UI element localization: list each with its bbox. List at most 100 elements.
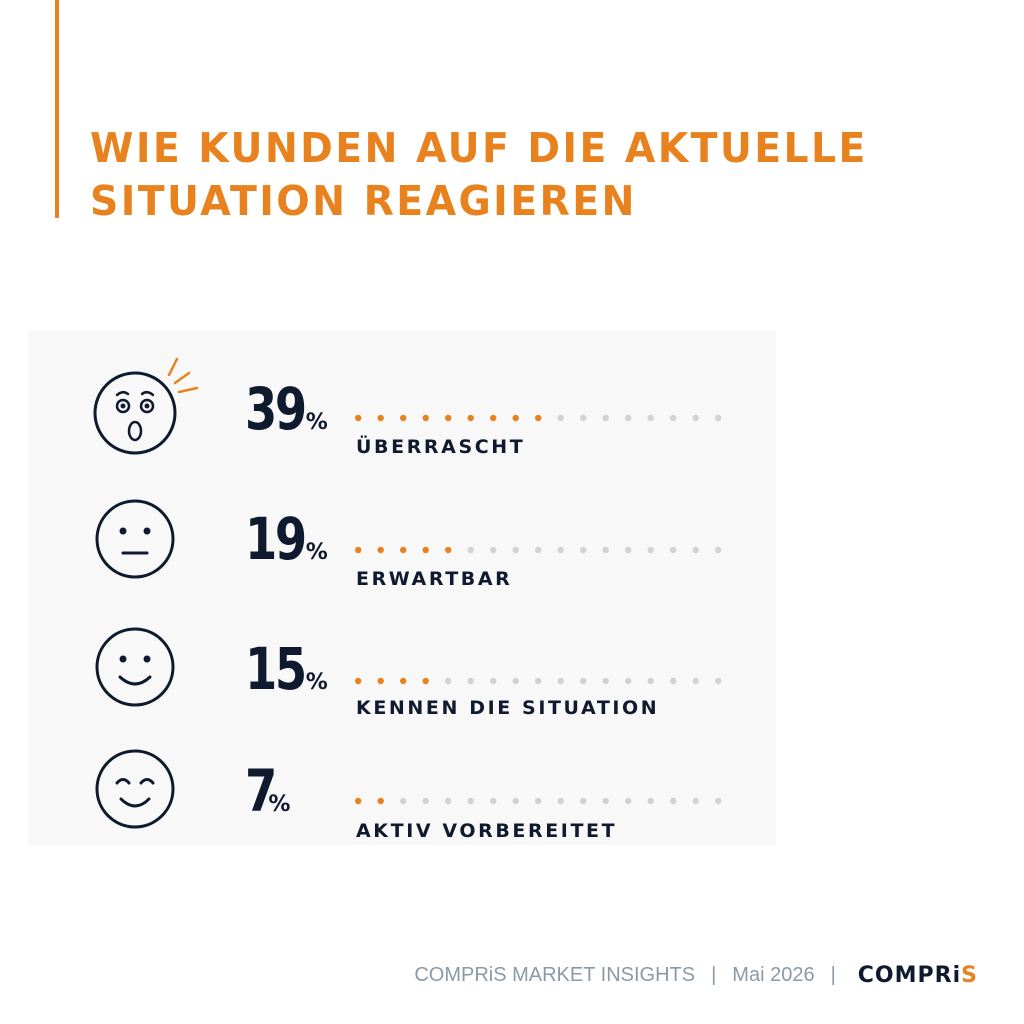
empty-dot: [557, 677, 564, 685]
dot-bar: [354, 413, 722, 423]
value-number: 15: [245, 635, 307, 703]
empty-dot: [490, 677, 497, 685]
empty-dot: [692, 677, 699, 685]
footer: COMPRiS MARKET INSIGHTS | Mai 2026 | COM…: [414, 957, 978, 993]
value-label: 39%: [245, 380, 328, 438]
empty-dot: [445, 797, 452, 805]
empty-dot: [625, 797, 632, 805]
empty-dot: [400, 797, 407, 805]
dot-bar-svg: [355, 546, 722, 554]
empty-dot: [535, 546, 542, 554]
logo-accent-letter: S: [961, 962, 978, 988]
empty-dot: [647, 797, 654, 805]
empty-dot: [625, 414, 632, 422]
filled-dot: [377, 546, 384, 554]
page-title: WIE KUNDEN AUF DIE AKTUELLE SITUATION RE…: [90, 122, 868, 228]
empty-dot: [715, 677, 722, 685]
empty-dot: [670, 677, 677, 685]
filled-dot: [400, 414, 407, 422]
value-label: 19%: [245, 510, 328, 568]
percent-sign: %: [305, 670, 328, 695]
footer-separator: |: [711, 963, 717, 986]
filled-dot: [422, 546, 429, 554]
filled-dot: [355, 797, 362, 805]
logo-text: COMPRi: [857, 962, 962, 988]
footer-separator: |: [830, 963, 836, 986]
empty-dot: [692, 797, 699, 805]
footer-date: Mai 2026: [732, 963, 815, 986]
filled-dot: [400, 677, 407, 685]
title-line-1: WIE KUNDEN AUF DIE AKTUELLE: [90, 124, 868, 172]
category-label: ÜBERRASCHT: [356, 436, 526, 458]
empty-dot: [580, 414, 587, 422]
empty-dot: [422, 797, 429, 805]
empty-dot: [467, 546, 474, 554]
dot-bar-svg: [355, 414, 722, 422]
empty-dot: [490, 546, 497, 554]
filled-dot: [400, 546, 407, 554]
accent-bar: [55, 0, 59, 218]
content-face-icon: [93, 747, 177, 831]
filled-dot: [377, 677, 384, 685]
empty-dot: [445, 677, 452, 685]
percent-sign: %: [268, 792, 291, 817]
filled-dot: [377, 797, 384, 805]
footer-publication: COMPRiS MARKET INSIGHTS: [414, 963, 696, 986]
empty-dot: [715, 797, 722, 805]
empty-dot: [512, 546, 519, 554]
title-line-2: SITUATION REAGIEREN: [90, 177, 637, 225]
empty-dot: [647, 677, 654, 685]
empty-dot: [467, 797, 474, 805]
surprised-face-icon: [93, 357, 199, 455]
value-label: 7%: [245, 762, 290, 820]
empty-dot: [602, 677, 609, 685]
smiling-face-icon: [93, 625, 177, 709]
value-label: 15%: [245, 640, 328, 698]
neutral-face-icon: [93, 497, 177, 581]
filled-dot: [355, 677, 362, 685]
filled-dot: [422, 677, 429, 685]
empty-dot: [670, 797, 677, 805]
empty-dot: [512, 677, 519, 685]
filled-dot: [377, 414, 384, 422]
empty-dot: [602, 546, 609, 554]
empty-dot: [512, 797, 519, 805]
empty-dot: [692, 546, 699, 554]
empty-dot: [602, 797, 609, 805]
filled-dot: [512, 414, 519, 422]
empty-dot: [625, 677, 632, 685]
empty-dot: [580, 677, 587, 685]
value-number: 7: [245, 757, 277, 825]
empty-dot: [670, 546, 677, 554]
dot-bar-svg: [355, 677, 722, 685]
dot-bar: [354, 676, 722, 686]
empty-dot: [535, 797, 542, 805]
empty-dot: [692, 414, 699, 422]
compris-logo: COMPRiS: [858, 963, 978, 988]
percent-sign: %: [305, 410, 328, 435]
filled-dot: [422, 414, 429, 422]
filled-dot: [467, 414, 474, 422]
dot-bar: [354, 545, 722, 555]
category-label: KENNEN DIE SITUATION: [356, 697, 660, 719]
filled-dot: [355, 546, 362, 554]
empty-dot: [602, 414, 609, 422]
filled-dot: [445, 546, 452, 554]
empty-dot: [580, 797, 587, 805]
empty-dot: [715, 546, 722, 554]
category-label: ERWARTBAR: [356, 568, 513, 590]
value-number: 39: [245, 375, 307, 443]
filled-dot: [355, 414, 362, 422]
empty-dot: [467, 677, 474, 685]
dot-bar-svg: [355, 797, 722, 805]
empty-dot: [715, 414, 722, 422]
category-label: AKTIV VORBEREITET: [356, 820, 618, 842]
empty-dot: [625, 546, 632, 554]
dot-bar: [354, 796, 722, 806]
empty-dot: [557, 414, 564, 422]
empty-dot: [557, 546, 564, 554]
filled-dot: [490, 414, 497, 422]
empty-dot: [670, 414, 677, 422]
empty-dot: [580, 546, 587, 554]
empty-dot: [647, 546, 654, 554]
